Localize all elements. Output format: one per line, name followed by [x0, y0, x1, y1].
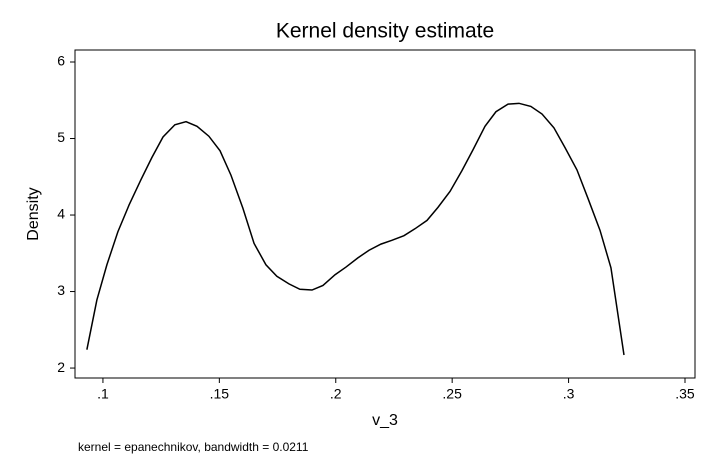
x-tick-label: .1: [97, 386, 109, 402]
x-tick-label: .35: [675, 386, 695, 402]
y-tick-label: 2: [57, 359, 65, 375]
x-tick-label: .2: [330, 386, 342, 402]
x-tick-label: .3: [563, 386, 575, 402]
plot-frame: [74, 49, 696, 379]
y-tick-label: 5: [57, 129, 65, 145]
y-tick-label: 4: [57, 206, 65, 222]
density-line: [86, 102, 625, 356]
note: kernel = epanechnikov, bandwidth = 0.021…: [78, 440, 309, 454]
x-axis-label: v_3: [372, 412, 398, 429]
x-tick-label: .15: [210, 386, 230, 402]
chart-title: Kernel density estimate: [276, 20, 494, 43]
y-axis-label: Density: [25, 187, 42, 240]
x-tick-label: .25: [442, 386, 462, 402]
y-tick-label: 6: [57, 53, 65, 69]
y-tick-label: 3: [57, 282, 65, 298]
